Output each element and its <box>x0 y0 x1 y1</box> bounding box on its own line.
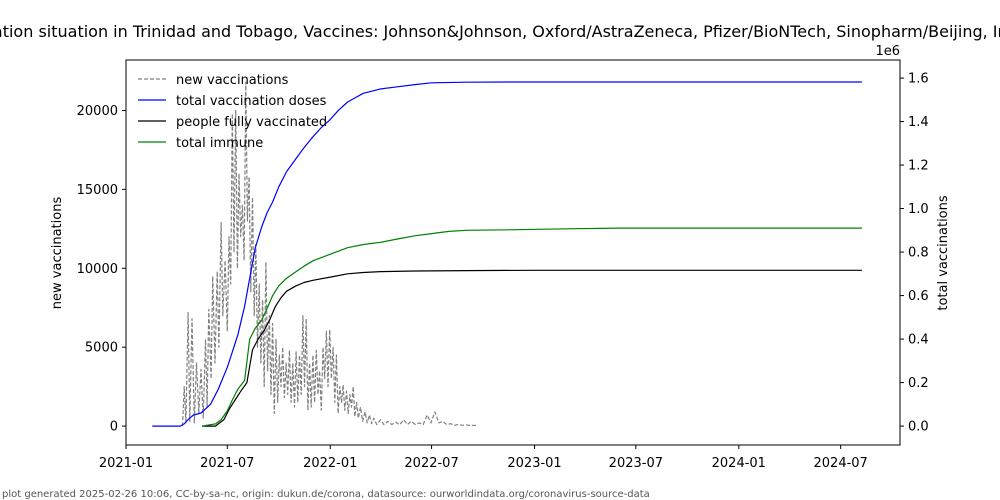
legend-label: new vaccinations <box>176 73 289 88</box>
right-y-axis: 0.0 0.2 0.4 0.6 0.8 1.0 1.2 1.4 1.6 <box>900 72 929 435</box>
right-y-tick-label: 1.2 <box>908 159 929 174</box>
left-y-tick-label: 15000 <box>77 183 118 198</box>
x-tick-label: 2023-01 <box>507 456 561 471</box>
series-line-total-immune <box>202 227 862 427</box>
right-y-tick-label: 0.4 <box>908 333 929 348</box>
x-tick-label: 2023-07 <box>609 456 663 471</box>
x-tick-label: 2024-07 <box>814 456 868 471</box>
left-y-tick-label: 5000 <box>85 341 118 356</box>
right-y-tick-label: 0.0 <box>908 420 929 435</box>
right-axis-multiplier: 1e6 <box>875 44 900 59</box>
right-y-tick-label: 1.0 <box>908 202 929 217</box>
x-tick-label: 2022-01 <box>303 456 357 471</box>
legend-label: total immune <box>176 136 263 151</box>
right-y-tick-label: 0.2 <box>908 376 929 391</box>
left-y-tick-label: 20000 <box>77 104 118 119</box>
footer-credit: plot generated 2025-02-26 10:06, CC-by-s… <box>2 489 650 500</box>
legend-label: total vaccination doses <box>176 94 327 109</box>
right-y-tick-label: 1.4 <box>908 115 929 130</box>
right-y-axis-label: total vaccinations <box>936 195 951 311</box>
series-layer <box>152 81 862 427</box>
left-y-axis-label: new vaccinations <box>50 197 65 310</box>
x-tick-label: 2024-01 <box>712 456 766 471</box>
series-line-total-vaccination-doses <box>152 81 862 427</box>
left-y-tick-label: 0 <box>110 420 118 435</box>
right-y-tick-label: 0.6 <box>908 289 929 304</box>
chart-title: Vaccination situation in Trinidad and To… <box>0 22 1000 41</box>
left-y-axis: 0 5000 10000 15000 20000 <box>77 104 126 435</box>
legend: new vaccinations total vaccination doses p… <box>138 73 327 151</box>
x-tick-label: 2021-01 <box>99 456 153 471</box>
x-tick-label: 2021-07 <box>200 456 254 471</box>
left-y-tick-label: 10000 <box>77 262 118 277</box>
legend-label: people fully vaccinated <box>176 115 327 130</box>
right-y-tick-label: 1.6 <box>908 72 929 87</box>
series-line-people-fully-vaccinated <box>202 269 862 427</box>
x-axis: 2021-01 2021-07 2022-01 2022-07 2023-01 2023-… <box>99 445 868 471</box>
series-line-new-vaccinations <box>181 81 479 427</box>
right-y-tick-label: 0.8 <box>908 246 929 261</box>
x-tick-label: 2022-07 <box>404 456 458 471</box>
